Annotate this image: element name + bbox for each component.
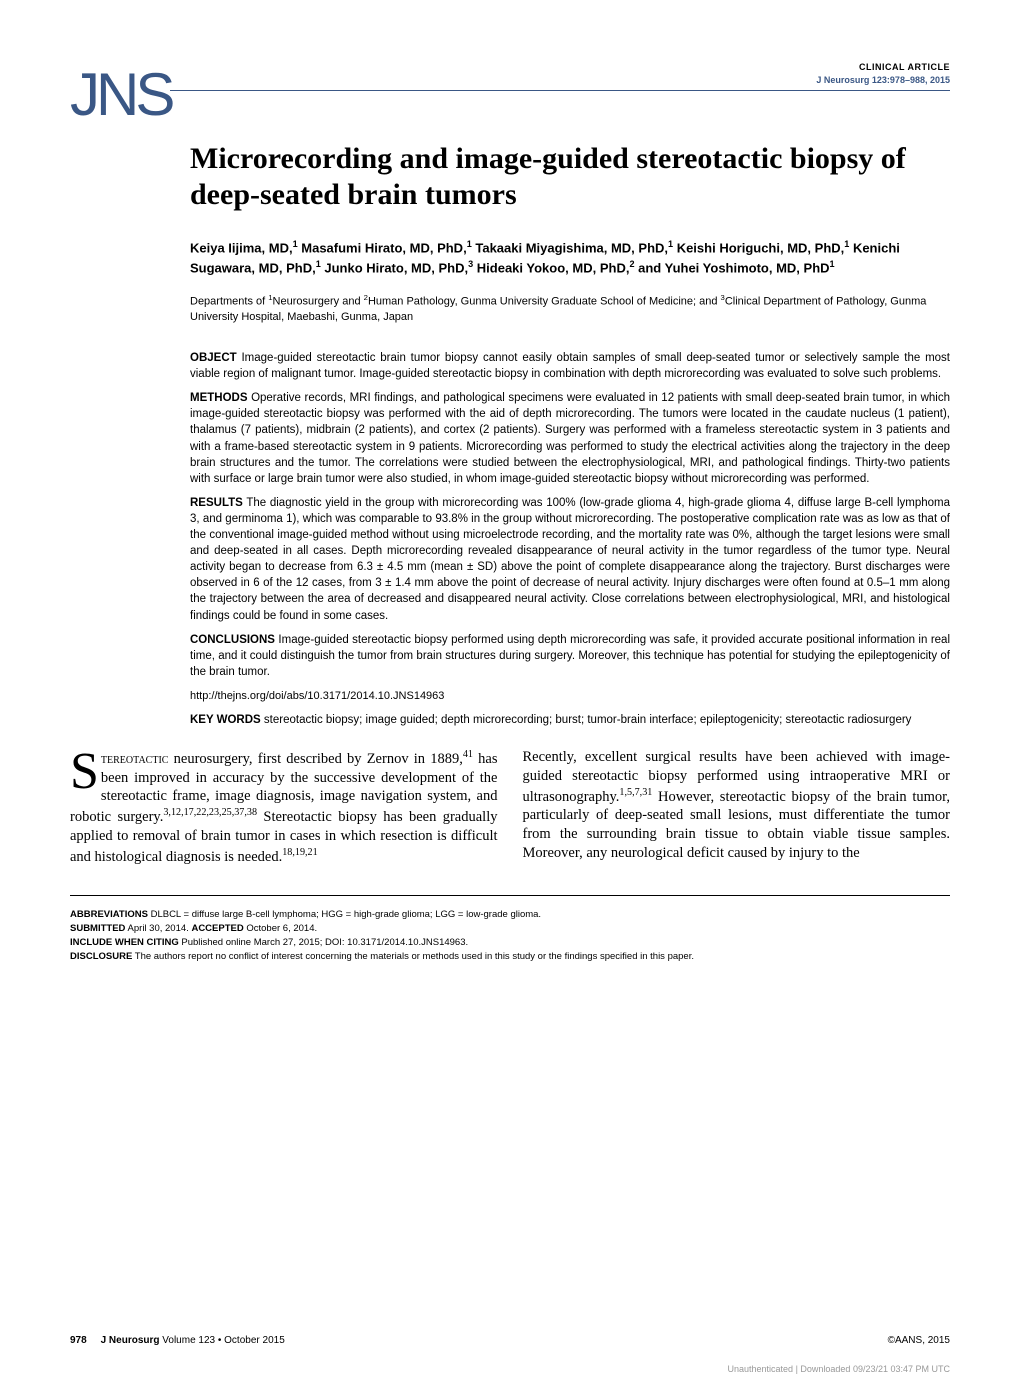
footer-right: ©AANS, 2015: [888, 1335, 950, 1346]
citing-text: Published online March 27, 2015; DOI: 10…: [179, 937, 468, 948]
disclosure-text: The authors report no conflict of intere…: [132, 951, 694, 962]
abbreviations-label: ABBREVIATIONS: [70, 909, 148, 920]
affiliations: Departments of 1Neurosurgery and 2Human …: [190, 293, 950, 325]
accepted-text: October 6, 2014.: [244, 923, 317, 934]
journal-reference: J Neurosurg 123:978–988, 2015: [816, 75, 950, 85]
abstract-results-text: The diagnostic yield in the group with m…: [190, 497, 950, 622]
disclosure-line: DISCLOSURE The authors report no conflic…: [70, 950, 950, 964]
citing-line: INCLUDE WHEN CITING Published online Mar…: [70, 936, 950, 950]
abstract-results: RESULTS The diagnostic yield in the grou…: [190, 495, 950, 624]
body-column-1: Stereotactic neurosurgery, first describ…: [70, 748, 498, 867]
bottom-metadata: ABBREVIATIONS DLBCL = diffuse large B-ce…: [0, 908, 1020, 965]
journal-issue: J Neurosurg Volume 123 • October 2015: [101, 1335, 285, 1346]
article-type: CLINICAL ARTICLE: [816, 62, 950, 72]
disclosure-label: DISCLOSURE: [70, 951, 132, 962]
abstract-results-label: RESULTS: [190, 497, 243, 509]
footer-left: 978 J Neurosurg Volume 123 • October 201…: [70, 1335, 285, 1346]
abbreviations-line: ABBREVIATIONS DLBCL = diffuse large B-ce…: [70, 908, 950, 922]
abbreviations-text: DLBCL = diffuse large B-cell lymphoma; H…: [148, 909, 541, 920]
keywords-text: stereotactic biopsy; image guided; depth…: [261, 714, 912, 726]
page-number: 978: [70, 1335, 87, 1346]
bottom-rule: [70, 895, 950, 896]
author-list: Keiya Iijima, MD,1 Masafumi Hirato, MD, …: [190, 238, 950, 278]
accepted-label: ACCEPTED: [191, 923, 243, 934]
keywords-label: KEY WORDS: [190, 714, 261, 726]
doi-link[interactable]: http://thejns.org/doi/abs/10.3171/2014.1…: [190, 690, 950, 702]
submitted-label: SUBMITTED: [70, 923, 125, 934]
abstract-object-label: OBJECT: [190, 352, 237, 364]
abstract: OBJECT Image-guided stereotactic brain t…: [190, 350, 950, 680]
abstract-conclusions: CONCLUSIONS Image-guided stereotactic bi…: [190, 632, 950, 680]
article-title: Microrecording and image-guided stereota…: [190, 141, 950, 213]
page-footer: 978 J Neurosurg Volume 123 • October 201…: [0, 1335, 1020, 1346]
citing-label: INCLUDE WHEN CITING: [70, 937, 179, 948]
abstract-object-text: Image-guided stereotactic brain tumor bi…: [190, 352, 950, 380]
abstract-conclusions-text: Image-guided stereotactic biopsy perform…: [190, 634, 950, 678]
submitted-line: SUBMITTED April 30, 2014. ACCEPTED Octob…: [70, 922, 950, 936]
header-rule: [170, 90, 950, 91]
header: JNS CLINICAL ARTICLE J Neurosurg 123:978…: [70, 90, 950, 91]
abstract-conclusions-label: CONCLUSIONS: [190, 634, 275, 646]
abstract-methods-label: METHODS: [190, 392, 248, 404]
abstract-methods-text: Operative records, MRI findings, and pat…: [190, 392, 950, 484]
submitted-text: April 30, 2014.: [125, 923, 191, 934]
abstract-methods: METHODS Operative records, MRI findings,…: [190, 390, 950, 487]
journal-logo: JNS: [70, 60, 171, 129]
download-watermark: Unauthenticated | Downloaded 09/23/21 03…: [728, 1364, 950, 1374]
body-text: Stereotactic neurosurgery, first describ…: [70, 748, 950, 867]
abstract-object: OBJECT Image-guided stereotactic brain t…: [190, 350, 950, 382]
keywords: KEY WORDS stereotactic biopsy; image gui…: [190, 712, 950, 728]
body-column-2: Recently, excellent surgical results hav…: [523, 748, 951, 867]
